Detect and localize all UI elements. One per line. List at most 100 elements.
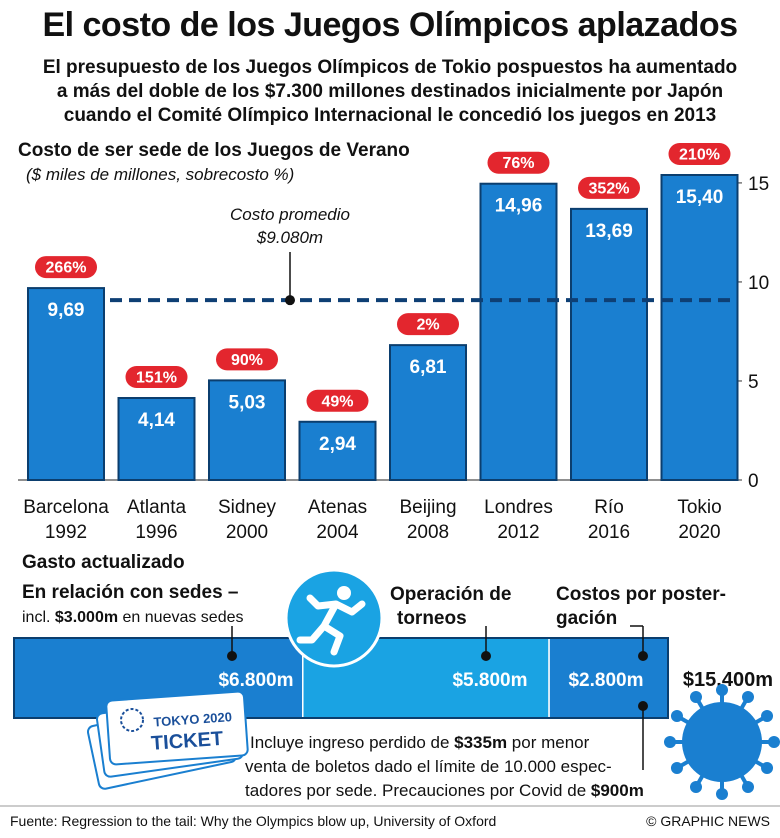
virus-spike-tip: [716, 788, 728, 800]
y-tick-label: 15: [748, 174, 769, 195]
athlete-head: [337, 586, 351, 600]
overrun-badge: [35, 256, 97, 279]
category-label: Londres: [484, 497, 553, 518]
average-label: Costo promedio: [230, 205, 350, 224]
overrun-badge: [306, 389, 369, 412]
bar-value-label: 2,94: [319, 434, 356, 455]
bar-value-label: 6,81: [410, 357, 447, 378]
overrun-badge: [487, 151, 550, 174]
chart-title: Costo de ser sede de los Juegos de Veran…: [18, 140, 410, 161]
note-part: incl.: [22, 609, 55, 626]
virus-spike-tip: [761, 762, 774, 774]
virus-spike-tip: [670, 762, 683, 774]
overrun-label: 90%: [231, 352, 263, 369]
virus-spike-tip: [664, 736, 676, 748]
average-dot: [285, 295, 295, 306]
category-label: Sidney: [218, 497, 277, 518]
spending-title: Gasto actualizado: [22, 552, 185, 573]
virus-spike-tip: [690, 690, 702, 703]
note-part: $3.000m: [55, 609, 118, 626]
overrun-label: 266%: [46, 260, 87, 277]
segment-3-label: Costos por poster-: [556, 584, 726, 605]
bar-londres: [479, 182, 558, 481]
bar-río: [570, 207, 648, 481]
virus-spike-tip: [716, 684, 728, 696]
segment-dot: [638, 651, 648, 661]
segment-dot: [227, 651, 237, 661]
source-text: Fuente: Regression to the tail: Why the …: [10, 813, 496, 829]
category-year-label: 2004: [316, 522, 359, 543]
category-label: Barcelona: [23, 497, 109, 518]
segment-dot: [481, 651, 491, 661]
bar-barcelona: [27, 287, 105, 482]
overrun-badge: [578, 176, 640, 199]
bar-value-label: 13,69: [585, 221, 633, 242]
bar-value-label: 4,14: [138, 410, 175, 431]
average-value-label: $9.080m: [256, 228, 323, 247]
y-tick-label: 5: [748, 372, 759, 393]
segment-value-label: $2.800m: [568, 670, 643, 691]
bar-sidney: [208, 379, 286, 482]
note-dot: [638, 701, 648, 711]
spending-breakdown: Gasto actualizado $6.800m $5.800m $2.800m En…: [13, 552, 773, 800]
note-line: Incluye ingreso perdido de $335m por men…: [250, 733, 590, 752]
bar-beijing: [389, 344, 467, 481]
category-year-label: 2008: [407, 522, 449, 543]
bar-tokio: [660, 174, 739, 481]
subtitle-line-3: cuando el Comité Olímpico Internacional …: [63, 105, 717, 126]
note-part: por menor: [507, 733, 590, 752]
category-label: Atenas: [308, 497, 367, 518]
category-year-label: 2020: [678, 522, 720, 543]
overrun-label: 2%: [416, 317, 439, 334]
bar-value-label: 9,69: [48, 300, 85, 321]
category-year-label: 2012: [497, 522, 539, 543]
overrun-badge: [125, 366, 188, 389]
segment-1-label: En relación con sedes –: [22, 582, 238, 603]
note-line: venta de boletos dado el límite de 10.00…: [245, 757, 612, 776]
category-label: Atlanta: [127, 497, 187, 518]
subtitle-line-1: El presupuesto de los Juegos Olímpicos d…: [42, 57, 738, 78]
credit-text: © GRAPHIC NEWS: [646, 813, 770, 829]
virus-body: [682, 702, 762, 782]
category-year-label: 2016: [588, 522, 630, 543]
overrun-badge: [668, 143, 731, 165]
subtitle-line-2: a más del doble de los $7.300 millones d…: [56, 81, 724, 102]
category-label: Tokio: [677, 497, 721, 518]
virus-spike-tip: [742, 690, 754, 703]
note-part: tadores por sede. Precauciones por Covid…: [245, 781, 591, 800]
category-year-label: 2000: [226, 522, 268, 543]
page-title: El costo de los Juegos Olímpicos aplazad…: [42, 6, 738, 44]
segment-value-label: $5.800m: [452, 670, 527, 691]
virus-spike-tip: [761, 710, 774, 722]
overrun-label: 210%: [679, 147, 720, 164]
y-tick-label: 10: [748, 273, 769, 294]
virus-spike-tip: [690, 781, 702, 794]
bar-atlanta: [117, 397, 196, 482]
virus-spike-tip: [742, 781, 754, 794]
ticket-front: [105, 690, 249, 766]
category-label: Río: [594, 497, 624, 518]
ticket-line-1: TOKYO 2020: [153, 709, 232, 729]
note-part: venta de boletos dado el límite de 10.00…: [245, 757, 612, 776]
note-line: tadores por sede. Precauciones por Covid…: [245, 781, 644, 800]
note-part: $335m: [454, 733, 507, 752]
bar-value-label: 5,03: [229, 392, 266, 413]
segment-2-label: Operación de: [390, 584, 511, 605]
overrun-badge: [397, 313, 459, 336]
athlete-body: [296, 594, 366, 656]
ticket-line-2: TICKET: [150, 728, 224, 755]
note-part: $900m: [591, 781, 644, 800]
category-year-label: 1992: [45, 522, 87, 543]
segment-2-label-line2: torneos: [397, 608, 467, 629]
running-athlete-icon: [284, 568, 384, 668]
overrun-badge: [216, 348, 278, 371]
bar-value-label: 15,40: [676, 187, 724, 208]
bar-atenas: [298, 420, 377, 482]
y-tick-label: 0: [748, 471, 759, 492]
chart-subtitle: ($ miles de millones, sobrecosto %): [26, 165, 294, 184]
virus-spike-tip: [768, 736, 780, 748]
footer: Fuente: Regression to the tail: Why the …: [0, 805, 780, 829]
overrun-label: 49%: [321, 393, 353, 410]
